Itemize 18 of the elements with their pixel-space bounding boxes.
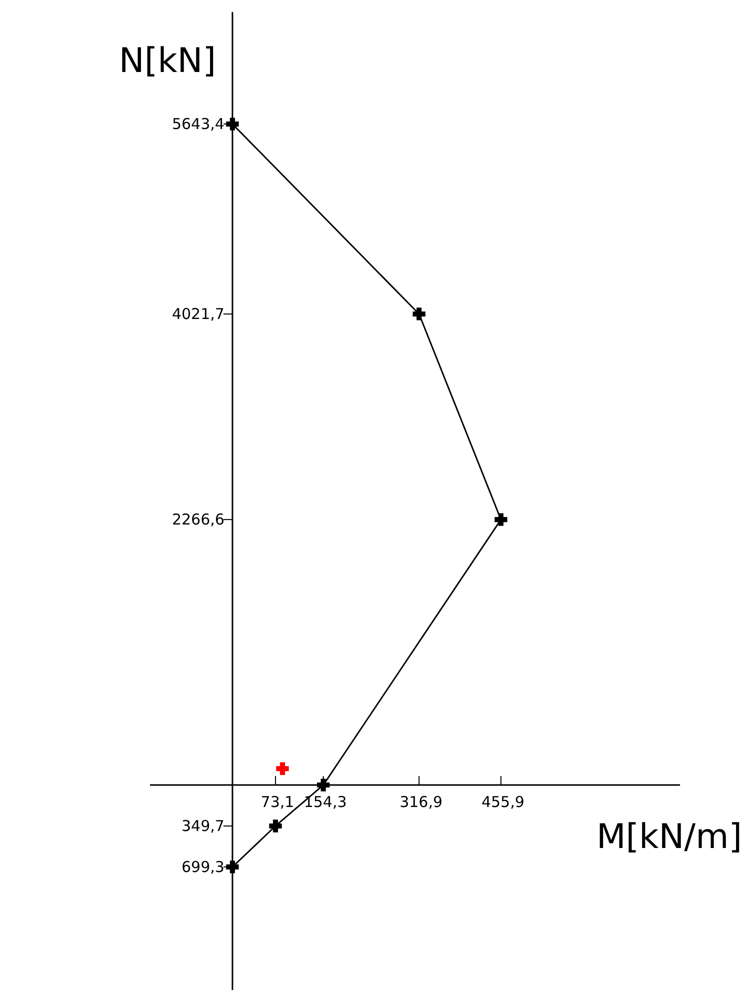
- point: [316, 778, 330, 792]
- point: [226, 118, 239, 130]
- point: [412, 308, 426, 320]
- x-axis-title: M[kN/m]: [596, 817, 742, 857]
- y-tick-label: 5643,4: [172, 115, 224, 134]
- y-tick-label: 4021,7: [172, 304, 224, 323]
- y-axis-title: N[kN]: [118, 41, 216, 81]
- x-tick-label: 154,3: [304, 793, 347, 812]
- y-tick-label: 349,7: [181, 816, 224, 835]
- y-tick-label: 699,3: [181, 858, 224, 876]
- x-tick-label: 316,9: [400, 793, 443, 812]
- point: [276, 762, 289, 775]
- point: [226, 860, 239, 874]
- y-tick-label: 2266,6: [172, 510, 224, 529]
- x-tick-label: 455,9: [481, 793, 524, 812]
- x-tick-label: 73,1: [260, 793, 294, 812]
- point: [269, 820, 282, 832]
- point: [494, 513, 508, 526]
